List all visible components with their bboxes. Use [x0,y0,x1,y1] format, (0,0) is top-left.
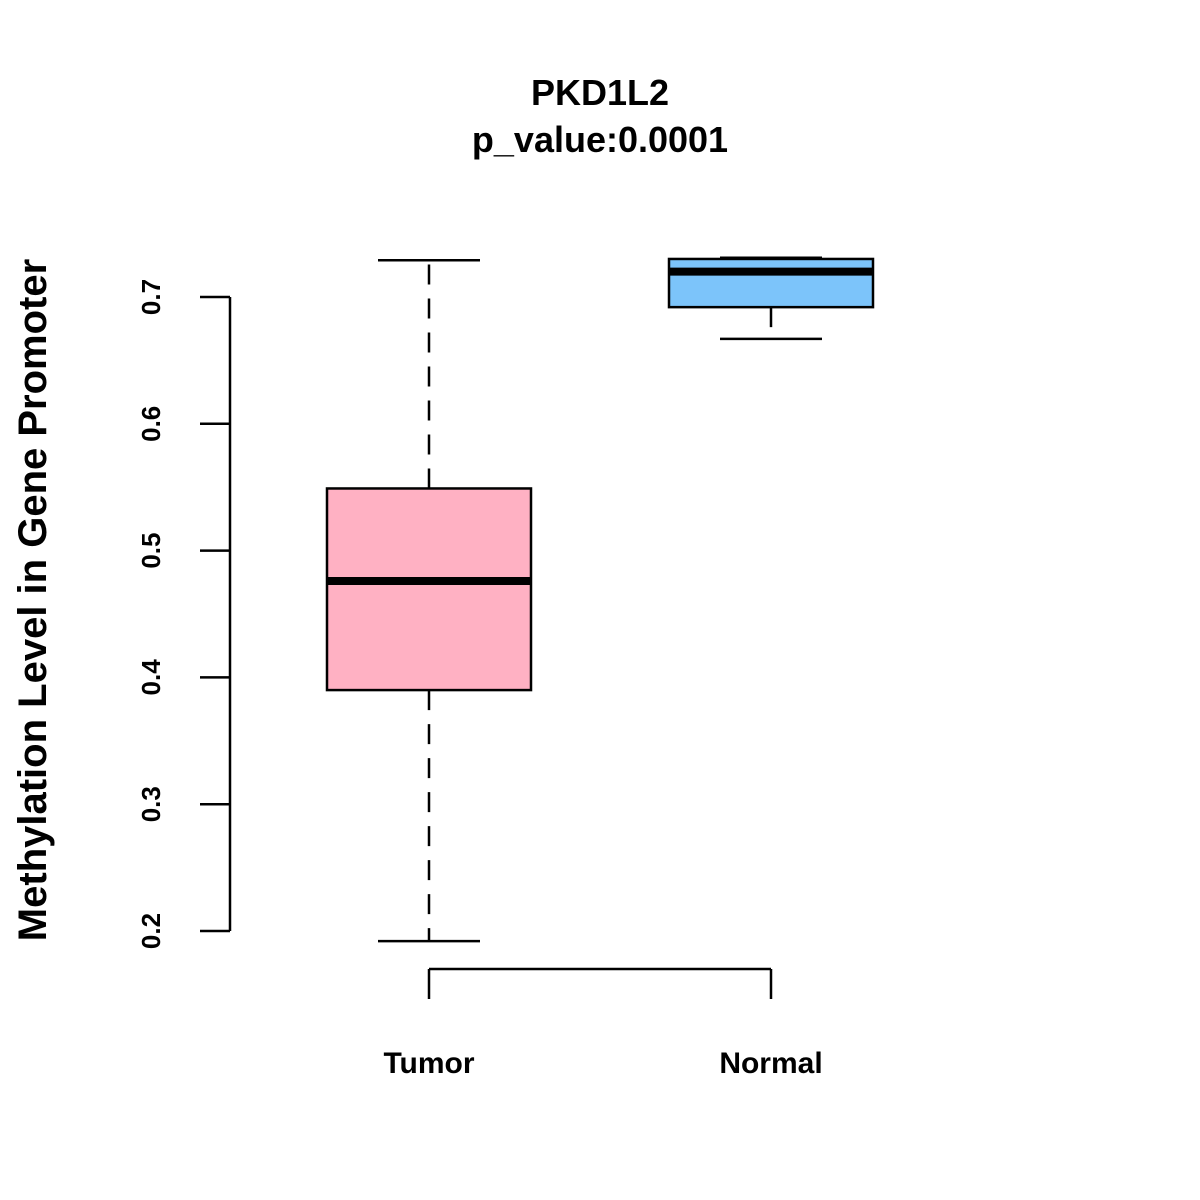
y-tick-label: 0.6 [136,406,166,442]
x-category-label: Tumor [383,1047,474,1080]
y-tick-label: 0.5 [136,533,166,569]
y-tick-label: 0.4 [136,659,166,696]
y-tick-label: 0.2 [136,913,166,949]
y-tick-label: 0.7 [136,279,166,315]
y-axis-label: Methylation Level in Gene Promoter [11,259,55,941]
box-group [325,256,875,943]
x-axis: Tumor Normal [383,967,823,1080]
y-tick-label: 0.3 [136,786,166,822]
chart-title: PKD1L2 [531,72,669,113]
y-axis: 0.2 0.3 0.4 0.5 0.6 0.7 [136,279,232,949]
iqr-box [667,257,875,309]
x-category-label: Normal [719,1047,822,1080]
chart-subtitle: p_value:0.0001 [472,119,728,160]
iqr-box [325,487,533,692]
